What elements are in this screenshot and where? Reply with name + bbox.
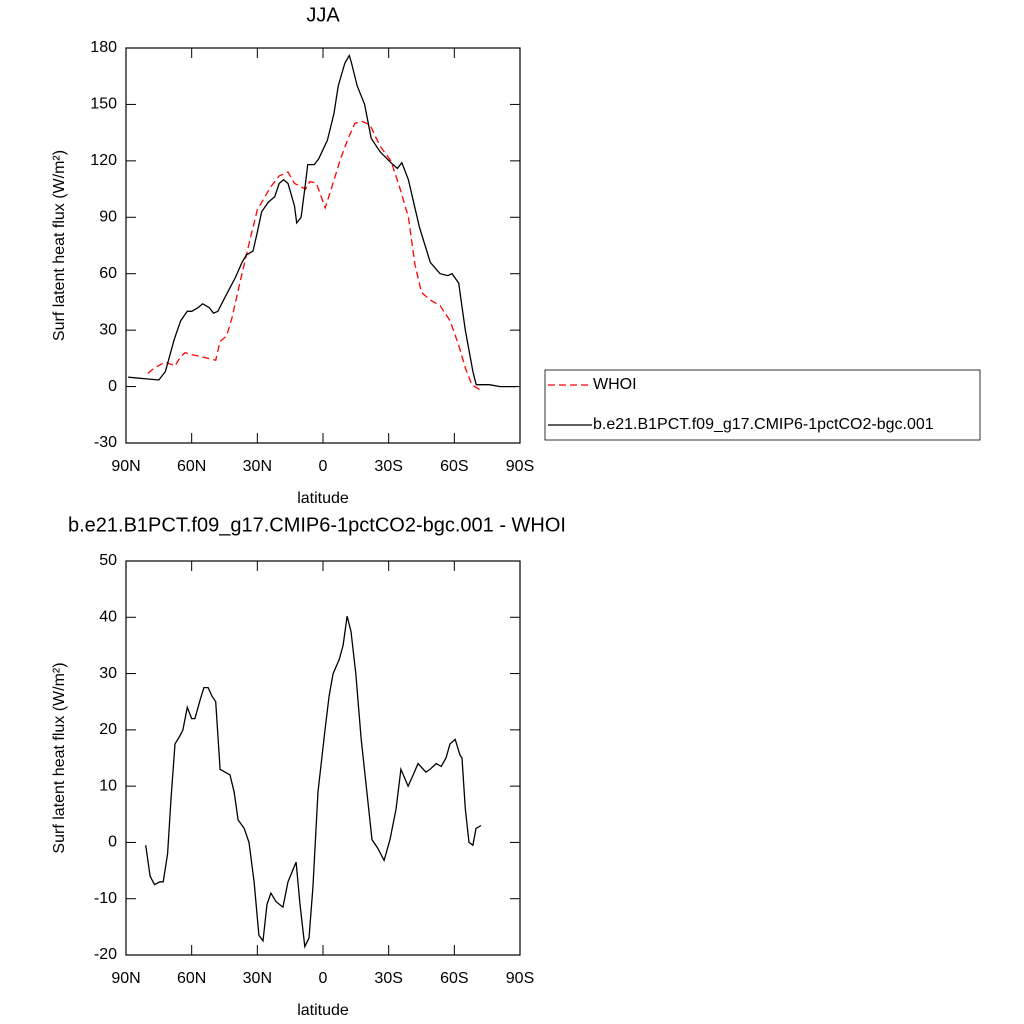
x-tick-label: 60S [440, 458, 468, 475]
x-tick-label: 90S [506, 970, 534, 987]
chart-title: JJA [306, 4, 340, 26]
x-tick-label: 90N [111, 970, 140, 987]
y-tick-label: 180 [90, 39, 117, 56]
y-tick-label: 30 [99, 321, 117, 338]
y-tick-label: 0 [108, 834, 117, 851]
x-tick-label: 90N [111, 458, 140, 475]
y-tick-label: 120 [90, 152, 117, 169]
y-tick-label: 90 [99, 209, 117, 226]
x-tick-label: 90S [506, 458, 534, 475]
data-line [145, 616, 482, 949]
y-axis-label: Surf latent heat flux (W/m²) [51, 150, 68, 341]
x-tick-label: 30N [243, 970, 272, 987]
x-tick-label: 30S [374, 970, 402, 987]
y-tick-label: 0 [108, 378, 117, 395]
y-tick-label: -20 [94, 946, 117, 963]
data-line [147, 120, 481, 391]
y-tick-label: -30 [94, 434, 117, 451]
x-tick-label: 0 [319, 970, 328, 987]
x-axis-label: latitude [297, 490, 349, 507]
y-tick-label: 40 [99, 609, 117, 626]
x-tick-label: 30S [374, 458, 402, 475]
y-tick-label: 60 [99, 265, 117, 282]
x-tick-label: 60N [177, 458, 206, 475]
y-tick-label: 30 [99, 665, 117, 682]
plot-frame [125, 560, 521, 956]
data-line [128, 53, 516, 388]
legend-label: WHOI [593, 376, 637, 393]
y-axis-label: Surf latent heat flux (W/m²) [51, 662, 68, 853]
legend-box [544, 369, 981, 441]
y-tick-label: 10 [99, 777, 117, 794]
x-tick-label: 0 [319, 458, 328, 475]
y-tick-label: -10 [94, 890, 117, 907]
x-axis-label: latitude [297, 1002, 349, 1019]
chart-title: b.e21.B1PCT.f09_g17.CMIP6-1pctCO2-bgc.00… [68, 514, 566, 536]
plot-frame [125, 47, 521, 444]
x-tick-label: 60S [440, 970, 468, 987]
y-tick-label: 50 [99, 552, 117, 569]
legend-label: b.e21.B1PCT.f09_g17.CMIP6-1pctCO2-bgc.00… [593, 416, 934, 433]
x-tick-label: 30N [243, 458, 272, 475]
y-tick-label: 150 [90, 96, 117, 113]
x-tick-label: 60N [177, 970, 206, 987]
y-tick-label: 20 [99, 721, 117, 738]
